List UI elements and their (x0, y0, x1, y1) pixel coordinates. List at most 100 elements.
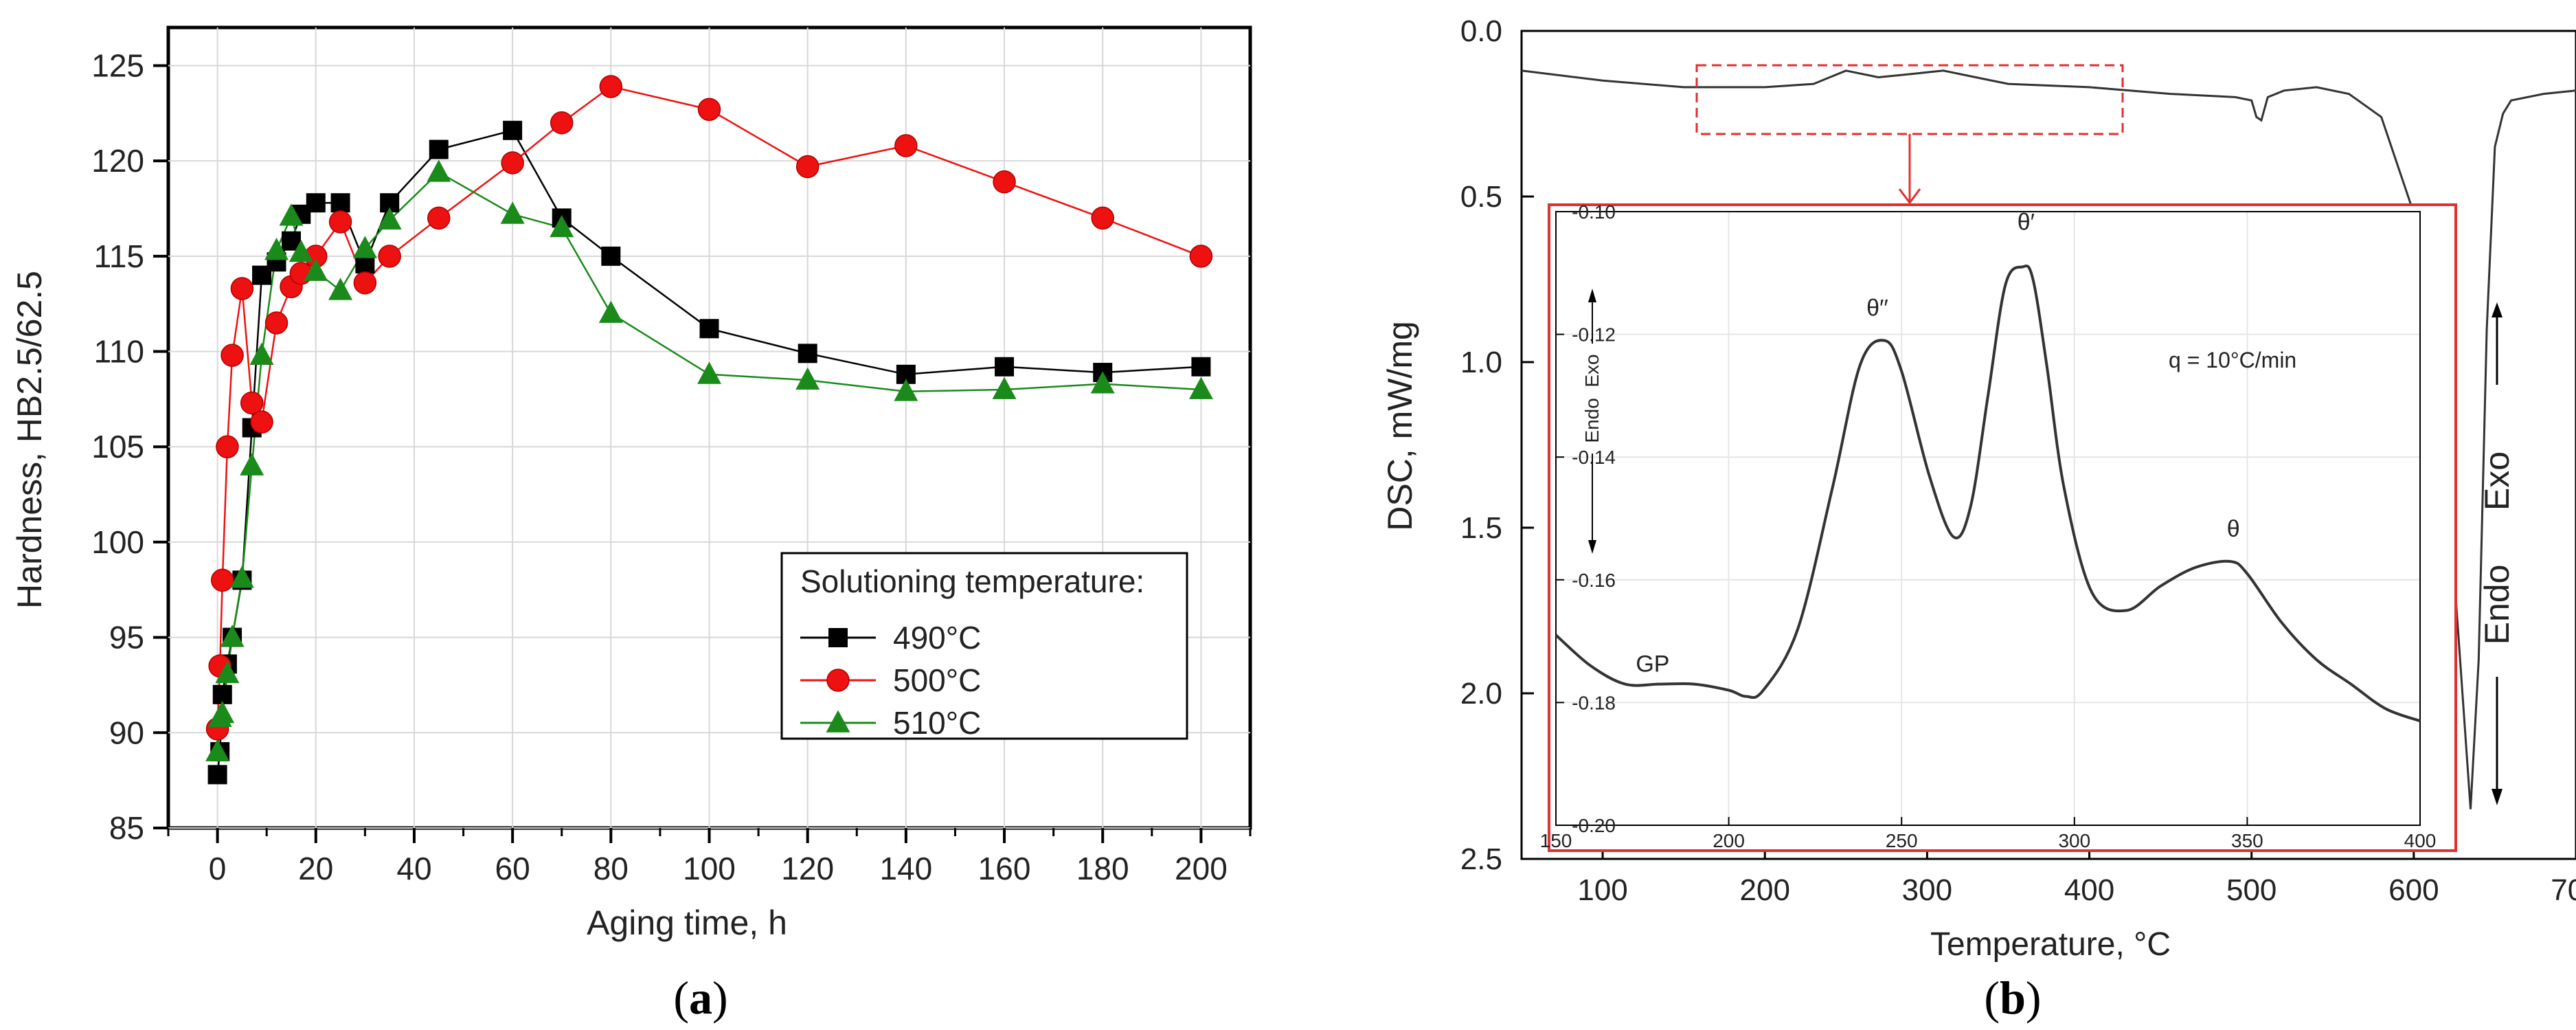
inset-frame (1548, 203, 2457, 852)
triangle-marker (249, 342, 274, 365)
heating-rate-label: q = 10°C/min (2169, 348, 2296, 372)
x-tick-label: 40 (396, 851, 431, 886)
y-tick-label: 0.5 (1460, 180, 1502, 214)
legend-box (780, 552, 1188, 740)
peak-label: GP (1636, 651, 1669, 678)
circle-marker (599, 75, 623, 98)
dsc-inset: 150 200 250 300 350 400 -0.10 -0.12 -0.14 -0.16 -0… (1540, 201, 2457, 852)
x-tick-label: 0 (209, 851, 227, 886)
triangle-marker (229, 566, 254, 588)
x-tick-label: 80 (594, 851, 629, 886)
dsc-y-axis-label: DSC, mW/mg (1381, 321, 1419, 531)
peak-label: θ (2227, 516, 2240, 542)
legend-entry-label: 500°C (893, 662, 981, 698)
zoom-arrow-head (1898, 188, 1921, 205)
x-tick-label: 700 (2551, 873, 2576, 907)
y-tick-label: 2.0 (1460, 677, 1502, 710)
circle-marker (501, 151, 524, 175)
triangle-marker (279, 203, 304, 226)
inset-y-tick-label: -0.14 (1572, 447, 1616, 468)
y-tick-label: 1.0 (1460, 346, 1502, 379)
triangle-marker (598, 300, 623, 323)
exo-arrow-head (2492, 302, 2502, 317)
triangle-marker (894, 379, 918, 401)
square-marker (828, 628, 848, 647)
inset-x-tick-label: 300 (2058, 830, 2090, 851)
triangle-marker (992, 377, 1017, 399)
circle-marker (894, 134, 918, 157)
square-marker (503, 120, 523, 140)
inset-x-tick-label: 350 (2231, 830, 2263, 851)
inset-x-tick-label: 150 (1540, 830, 1572, 851)
x-tick-label: 200 (1740, 873, 1790, 907)
triangle-marker (826, 710, 850, 732)
x-tick-label: 100 (1577, 873, 1627, 907)
square-marker (207, 765, 227, 785)
circle-marker (264, 311, 289, 335)
circle-marker (211, 568, 234, 592)
inset-y-tick-label: -0.20 (1572, 815, 1616, 836)
square-marker (995, 357, 1015, 377)
triangle-marker (289, 239, 313, 262)
inset-plot-area (1555, 211, 2421, 826)
circle-marker (250, 410, 273, 434)
legend-entry-label: 490°C (893, 620, 981, 656)
circle-marker (216, 435, 239, 458)
square-marker (1191, 357, 1211, 377)
exo-label: Exo (2478, 451, 2516, 511)
legend-entry-label: 510°C (893, 705, 981, 741)
dsc-curve (1521, 69, 2576, 809)
triangle-marker (1188, 377, 1213, 399)
inset-x-tick-label: 200 (1713, 830, 1745, 851)
inset-y-tick-label: -0.18 (1572, 692, 1616, 713)
circle-marker (993, 170, 1016, 194)
circle-marker (1189, 245, 1213, 268)
inset-exo-arrow-head (1588, 289, 1596, 302)
y-tick-label: 120 (91, 143, 144, 179)
inset-endo-arrow-head (1588, 540, 1596, 554)
hardness-legend: Solutioning temperature: 490°C 500°C 510°C (780, 552, 1188, 741)
circle-marker (697, 98, 721, 122)
triangle-marker (427, 159, 451, 182)
triangle-marker (264, 238, 289, 260)
panel-label-a: (a) (673, 972, 727, 1024)
y-tick-label: 0.0 (1460, 14, 1502, 48)
x-tick-label: 200 (1175, 851, 1228, 886)
triangle-marker (550, 214, 574, 238)
inset-endo-exo-indicator: Endo Exo (1581, 289, 1603, 554)
panel-letter-b: b (2000, 972, 2026, 1024)
square-marker (798, 344, 817, 363)
triangle-marker (304, 258, 328, 281)
y-tick-label: 100 (91, 524, 144, 560)
dsc-x-axis-label: Temperature, °C (1930, 926, 2171, 963)
hardness-series-markers (205, 75, 1213, 785)
circle-marker (353, 271, 377, 295)
y-tick-label: 1.5 (1460, 511, 1502, 545)
inset-y-tick-label: -0.10 (1572, 201, 1616, 223)
y-tick-label: 90 (109, 715, 144, 750)
x-tick-label: 300 (1902, 873, 1952, 907)
zoom-region-box (1695, 64, 2124, 135)
circle-marker (826, 669, 850, 692)
x-tick-label: 60 (495, 851, 530, 886)
triangle-marker (328, 278, 353, 300)
endo-label: Endo (2478, 565, 2516, 645)
triangle-marker (240, 453, 264, 475)
x-tick-label: 400 (2064, 873, 2114, 907)
y-tick-label: 125 (91, 47, 144, 83)
inset-x-tick-label: 250 (1886, 830, 1918, 851)
peak-label: θ′′ (1866, 295, 1888, 322)
square-marker (429, 139, 449, 159)
inset-y-tick-label: -0.16 (1572, 570, 1616, 591)
triangle-marker (377, 207, 402, 230)
triangle-marker (697, 361, 721, 384)
circle-marker (328, 210, 352, 234)
y-tick-label: 95 (109, 620, 144, 656)
triangle-marker (210, 701, 235, 724)
x-tick-label: 500 (2226, 873, 2276, 907)
circle-marker (230, 277, 254, 300)
x-tick-label: 180 (1076, 851, 1129, 886)
triangle-marker (220, 625, 245, 647)
inset-direction-label: Endo Exo (1581, 354, 1603, 443)
